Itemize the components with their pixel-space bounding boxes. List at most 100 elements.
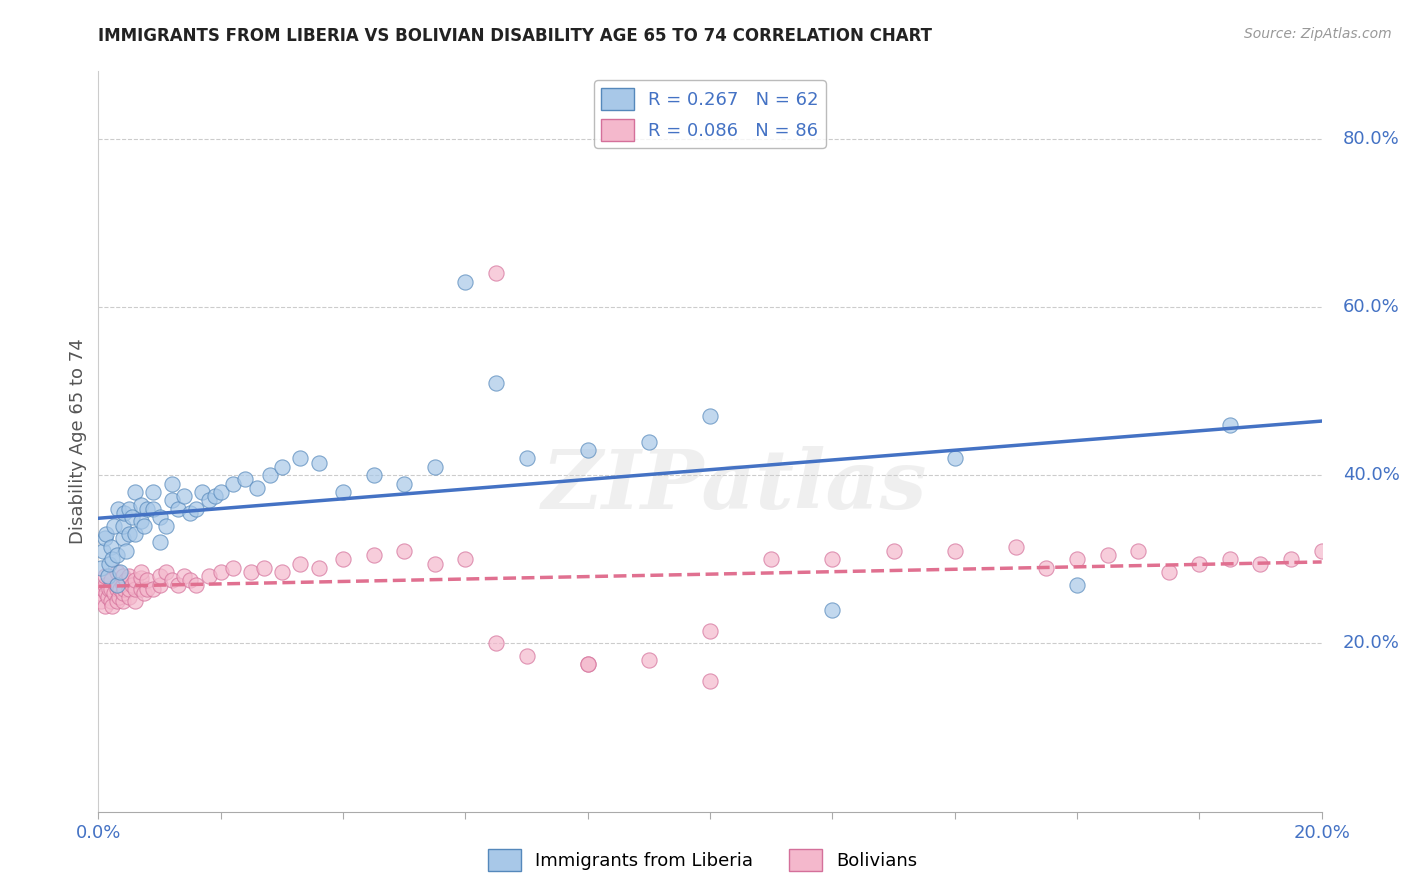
Point <box>1219 417 1241 432</box>
Point <box>134 586 156 600</box>
Point <box>485 636 508 650</box>
Point <box>124 594 146 608</box>
Point <box>115 544 138 558</box>
Point <box>107 590 129 604</box>
Point <box>129 565 152 579</box>
Point <box>576 442 599 457</box>
Point <box>111 518 134 533</box>
Point <box>209 485 232 500</box>
Point <box>186 577 208 591</box>
Point <box>129 515 152 529</box>
Point <box>1157 565 1180 579</box>
Point <box>149 535 172 549</box>
Point <box>124 582 146 596</box>
Point <box>111 531 134 545</box>
Point <box>93 531 115 545</box>
Point <box>160 476 183 491</box>
Point <box>103 586 125 600</box>
Point <box>91 544 114 558</box>
Point <box>124 485 146 500</box>
Point <box>105 594 128 608</box>
Point <box>118 582 141 596</box>
Point <box>105 548 128 562</box>
Point <box>290 451 312 466</box>
Point <box>115 574 138 588</box>
Text: Source: ZipAtlas.com: Source: ZipAtlas.com <box>1244 27 1392 41</box>
Point <box>252 560 274 574</box>
Point <box>576 657 599 672</box>
Point <box>94 586 117 600</box>
Point <box>423 459 446 474</box>
Point <box>89 586 111 600</box>
Point <box>332 552 354 566</box>
Point <box>129 498 152 512</box>
Point <box>93 577 115 591</box>
Point <box>209 565 232 579</box>
Point <box>107 501 129 516</box>
Text: IMMIGRANTS FROM LIBERIA VS BOLIVIAN DISABILITY AGE 65 TO 74 CORRELATION CHART: IMMIGRANTS FROM LIBERIA VS BOLIVIAN DISA… <box>98 27 932 45</box>
Point <box>197 569 219 583</box>
Point <box>105 565 128 579</box>
Point <box>101 599 124 613</box>
Point <box>821 603 844 617</box>
Point <box>100 540 122 554</box>
Point <box>103 518 125 533</box>
Point <box>1035 560 1057 574</box>
Point <box>142 485 165 500</box>
Point <box>259 468 281 483</box>
Point <box>155 565 177 579</box>
Point <box>93 599 115 613</box>
Point <box>108 582 131 596</box>
Point <box>1066 552 1088 566</box>
Point <box>392 544 416 558</box>
Point <box>332 485 354 500</box>
Point <box>105 582 128 596</box>
Point <box>101 552 124 566</box>
Point <box>222 560 245 574</box>
Point <box>699 409 721 424</box>
Point <box>290 557 312 571</box>
Point <box>142 501 165 516</box>
Point <box>233 472 256 486</box>
Point <box>111 586 134 600</box>
Point <box>308 456 330 470</box>
Text: 20.0%: 20.0% <box>1343 634 1399 652</box>
Y-axis label: Disability Age 65 to 74: Disability Age 65 to 74 <box>69 339 87 544</box>
Point <box>454 552 477 566</box>
Point <box>118 590 141 604</box>
Point <box>108 565 131 579</box>
Point <box>1188 557 1211 571</box>
Point <box>270 459 292 474</box>
Point <box>1219 552 1241 566</box>
Text: ZIPatlas: ZIPatlas <box>541 446 927 526</box>
Point <box>883 544 905 558</box>
Point <box>136 582 159 596</box>
Point <box>943 451 966 466</box>
Point <box>100 582 122 596</box>
Point <box>179 574 201 588</box>
Point <box>98 557 121 571</box>
Point <box>454 275 477 289</box>
Point <box>121 577 143 591</box>
Point <box>516 451 538 466</box>
Point <box>129 582 152 596</box>
Point <box>637 653 661 667</box>
Point <box>943 544 966 558</box>
Point <box>1249 557 1271 571</box>
Point <box>149 577 172 591</box>
Point <box>173 569 195 583</box>
Point <box>90 594 112 608</box>
Point <box>121 510 143 524</box>
Point <box>129 571 152 585</box>
Point <box>118 501 141 516</box>
Point <box>1066 577 1088 591</box>
Point <box>637 434 661 449</box>
Point <box>149 510 172 524</box>
Point <box>160 574 183 588</box>
Point <box>1128 544 1150 558</box>
Point <box>91 582 114 596</box>
Point <box>90 560 112 574</box>
Point <box>134 518 156 533</box>
Point <box>423 557 446 571</box>
Point <box>191 485 214 500</box>
